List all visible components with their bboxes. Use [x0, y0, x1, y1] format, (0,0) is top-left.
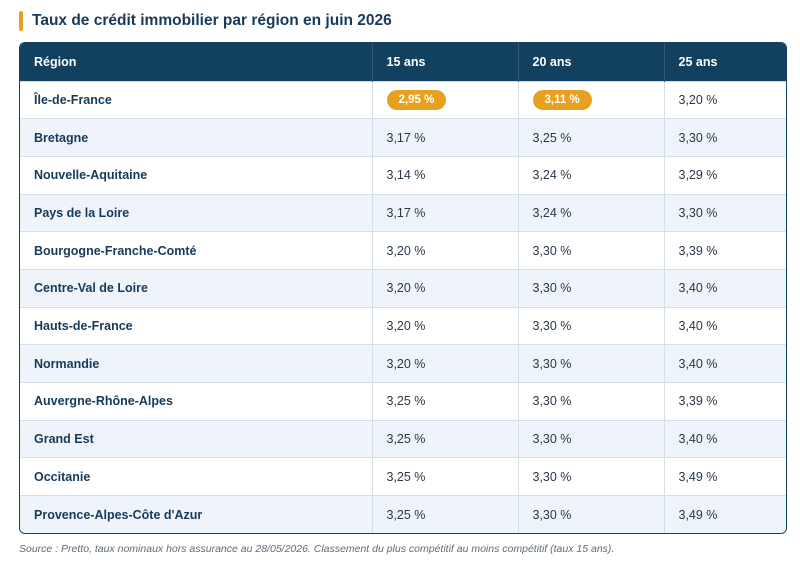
rate-cell-25-ans: 3,40 %: [663, 344, 786, 383]
rate-cell-15-ans: 3,17 %: [371, 193, 518, 232]
header-region: Région: [34, 54, 77, 69]
table-row: Nouvelle-Aquitaine 3,14 % 3,24 % 3,29 %: [20, 155, 786, 195]
region-cell: Hauts-de-France: [20, 306, 372, 345]
region-cell: Auvergne-Rhône-Alpes: [20, 382, 372, 421]
region-cell: Île-de-France: [20, 80, 372, 119]
region-cell: Normandie: [20, 344, 372, 383]
table-row: Pays de la Loire 3,17 % 3,24 % 3,30 %: [20, 193, 786, 232]
rate-cell-15-ans: 3,14 %: [371, 155, 518, 195]
rate-cell-15-ans: 3,25 %: [371, 495, 518, 533]
rate-cell-20-ans: 3,30 %: [517, 382, 664, 421]
rate-cell-20-ans: 3,11 %: [517, 80, 664, 119]
header-20-ans: 20 ans: [517, 43, 664, 81]
rate-cell-25-ans: 3,30 %: [663, 118, 786, 157]
rate-cell-25-ans: 3,40 %: [663, 268, 786, 308]
rate-cell-15-ans: 3,25 %: [371, 457, 518, 496]
table-row: Centre-Val de Loire 3,20 % 3,30 % 3,40 %: [20, 268, 786, 308]
region-cell: Provence-Alpes-Côte d'Azur: [20, 495, 372, 533]
rate-cell-20-ans: 3,30 %: [517, 268, 664, 308]
rate-cell-25-ans: 3,40 %: [663, 306, 786, 345]
best-rate-badge: 2,95 %: [386, 89, 447, 110]
table-row: Auvergne-Rhône-Alpes 3,25 % 3,30 % 3,39 %: [20, 382, 786, 421]
rate-cell-25-ans: 3,40 %: [663, 419, 786, 458]
rate-cell-20-ans: 3,24 %: [517, 155, 664, 195]
rate-cell-20-ans: 3,24 %: [517, 193, 664, 232]
rate-cell-25-ans: 3,30 %: [663, 193, 786, 232]
table-row: Bretagne 3,17 % 3,25 % 3,30 %: [20, 118, 786, 157]
rate-cell-20-ans: 3,30 %: [517, 344, 664, 383]
rate-cell-15-ans: 3,25 %: [371, 419, 518, 458]
rate-cell-25-ans: 3,49 %: [663, 495, 786, 533]
rates-table: Région 15 ans 20 ans 25 ans Île-de-Franc…: [20, 43, 786, 533]
source-note: Source : Pretto, taux nominaux hors assu…: [19, 543, 615, 555]
title-accent-bar: [19, 11, 23, 31]
table-row: Hauts-de-France 3,20 % 3,30 % 3,40 %: [20, 306, 786, 345]
table-header-row: Région 15 ans 20 ans 25 ans: [20, 43, 786, 81]
region-cell: Bourgogne-Franche-Comté: [20, 231, 372, 270]
page-title: Taux de crédit immobilier par région en …: [32, 12, 392, 29]
table-row: Normandie 3,20 % 3,30 % 3,40 %: [20, 344, 786, 383]
rate-cell-15-ans: 3,20 %: [371, 231, 518, 270]
rate-cell-20-ans: 3,30 %: [517, 306, 664, 345]
rate-cell-25-ans: 3,39 %: [663, 382, 786, 421]
region-cell: Bretagne: [20, 118, 372, 157]
table-body: Île-de-France 2,95 % 3,11 % 3,20 % Bretagne 3…: [20, 80, 786, 533]
rate-cell-25-ans: 3,20 %: [663, 80, 786, 119]
table-header: Région 15 ans 20 ans 25 ans: [20, 43, 786, 81]
region-cell: Nouvelle-Aquitaine: [20, 155, 372, 195]
rate-cell-20-ans: 3,30 %: [517, 231, 664, 270]
rate-cell-25-ans: 3,39 %: [663, 231, 786, 270]
rate-cell-15-ans: 3,20 %: [371, 344, 518, 383]
rate-cell-15-ans: 3,17 %: [371, 118, 518, 157]
rate-cell-20-ans: 3,25 %: [517, 118, 664, 157]
rate-cell-20-ans: 3,30 %: [517, 495, 664, 533]
rates-table-container: Région 15 ans 20 ans 25 ans Île-de-Franc…: [19, 42, 787, 534]
best-rate-badge: 3,11 %: [532, 89, 592, 110]
table-row: Grand Est 3,25 % 3,30 % 3,40 %: [20, 419, 786, 458]
table-row: Bourgogne-Franche-Comté 3,20 % 3,30 % 3,39 …: [20, 231, 786, 270]
rate-cell-25-ans: 3,49 %: [663, 457, 786, 496]
rate-cell-25-ans: 3,29 %: [663, 155, 786, 195]
rate-cell-15-ans: 3,25 %: [371, 382, 518, 421]
header-25-ans: 25 ans: [663, 43, 786, 81]
rate-cell-15-ans: 2,95 %: [371, 80, 518, 119]
region-cell: Centre-Val de Loire: [20, 268, 372, 308]
rate-cell-15-ans: 3,20 %: [371, 306, 518, 345]
rate-cell-20-ans: 3,30 %: [517, 419, 664, 458]
rate-cell-15-ans: 3,20 %: [371, 268, 518, 308]
table-row: Provence-Alpes-Côte d'Azur 3,25 % 3,30 % 3,…: [20, 495, 786, 533]
table-row: Occitanie 3,25 % 3,30 % 3,49 %: [20, 457, 786, 496]
title-block: Taux de crédit immobilier par région en …: [19, 10, 392, 32]
region-cell: Pays de la Loire: [20, 193, 372, 232]
rate-cell-20-ans: 3,30 %: [517, 457, 664, 496]
table-row: Île-de-France 2,95 % 3,11 % 3,20 %: [20, 80, 786, 119]
region-cell: Occitanie: [20, 457, 372, 496]
region-cell: Grand Est: [20, 419, 372, 458]
header-15-ans: 15 ans: [371, 43, 518, 81]
